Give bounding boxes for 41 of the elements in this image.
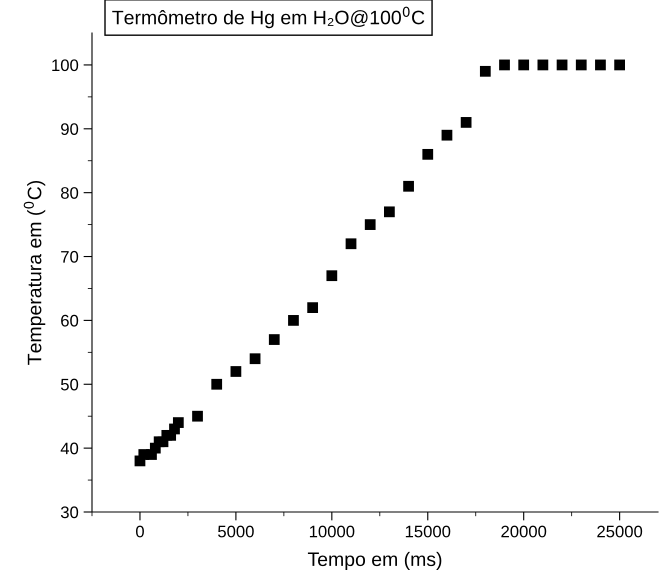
point	[364, 219, 376, 230]
point	[230, 366, 242, 377]
y-axis-title: Temperatura em ($^{0}$C)	[24, 180, 46, 365]
x-tick-label: 0	[136, 526, 144, 538]
point	[307, 302, 318, 314]
y-tick-label: 100	[52, 59, 78, 72]
y-tick-label: 70	[61, 250, 78, 263]
point	[326, 270, 338, 282]
point	[538, 60, 548, 70]
y-tick-label: 80	[60, 187, 78, 199]
x-tick-label: 25000	[597, 526, 642, 538]
x-tick-label: 15000	[406, 526, 450, 538]
point	[346, 238, 356, 250]
x-axis-title: Tempo em (ms)	[308, 552, 442, 570]
y-tick-label: 40	[60, 442, 78, 454]
point	[211, 378, 222, 390]
y-tick-label: 30	[60, 506, 78, 518]
x-tick-label: 5000	[218, 526, 254, 538]
point	[595, 60, 606, 70]
y-tick-label: 50	[60, 378, 78, 390]
point	[499, 60, 510, 70]
point	[556, 60, 568, 70]
point	[460, 117, 472, 128]
point	[192, 410, 203, 422]
y-tick-label: 90	[61, 123, 78, 136]
y-tick-label: 60	[61, 314, 78, 327]
x-tick-label: 10000	[310, 526, 354, 538]
point	[442, 130, 452, 141]
point	[250, 353, 260, 364]
point	[403, 180, 414, 192]
x-tick-label: 20000	[501, 526, 546, 538]
point	[268, 334, 280, 345]
point	[288, 315, 299, 326]
point	[384, 206, 395, 218]
point	[172, 417, 184, 428]
point	[614, 60, 626, 70]
point	[576, 60, 587, 70]
point	[518, 60, 530, 70]
point	[422, 148, 434, 160]
chart-title: Termômetro de Hg em H₂O@100$^{0}$C	[112, 6, 424, 28]
point	[480, 66, 491, 77]
